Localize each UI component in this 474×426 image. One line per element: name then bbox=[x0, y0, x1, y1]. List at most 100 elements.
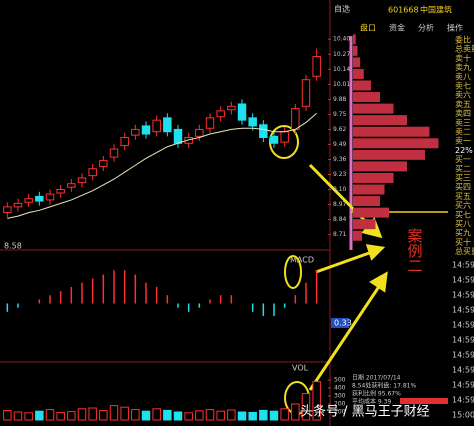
y-tick-label: 9.23 bbox=[333, 171, 347, 178]
candle-body bbox=[120, 137, 129, 147]
order-label: 买五 bbox=[455, 192, 471, 201]
candle-body bbox=[13, 202, 23, 208]
time-label: 14:59 bbox=[452, 276, 474, 285]
y-tick-label: 8.71 bbox=[333, 231, 347, 238]
y-tick-label: 300 bbox=[334, 393, 346, 400]
tab[interactable]: 操作 bbox=[447, 23, 463, 33]
chip-bar bbox=[353, 103, 394, 114]
time-label: 14:59 bbox=[452, 291, 474, 300]
candle-body bbox=[35, 195, 44, 202]
chip-bar bbox=[353, 149, 425, 160]
volume-bar bbox=[259, 409, 268, 421]
tab[interactable]: 资金 bbox=[389, 23, 405, 33]
candle-body bbox=[152, 119, 161, 133]
order-label: 买九 bbox=[455, 229, 471, 238]
candle-body bbox=[248, 117, 257, 127]
highlight-circle bbox=[284, 255, 302, 289]
volume-bar bbox=[248, 411, 257, 421]
time-label: 14:59 bbox=[452, 351, 474, 360]
candle-body bbox=[88, 168, 97, 177]
order-label: 卖十 bbox=[455, 53, 471, 63]
order-label: 买十 bbox=[455, 237, 471, 247]
ma-line bbox=[7, 112, 317, 219]
time-label: 14:59 bbox=[452, 261, 474, 270]
candle-body bbox=[67, 183, 76, 188]
candle-body bbox=[3, 206, 12, 214]
order-label: 总买量 bbox=[455, 246, 474, 256]
macd-value: 0.33 bbox=[334, 319, 352, 328]
candle-body bbox=[77, 177, 87, 184]
order-label: 卖六 bbox=[455, 90, 471, 100]
stock-code: 601668 bbox=[388, 6, 419, 15]
volume-bar bbox=[173, 411, 183, 421]
chip-info: 获利比例 95.67% bbox=[352, 390, 401, 398]
chip-bar bbox=[353, 57, 361, 68]
candle-body bbox=[280, 131, 289, 143]
chip-bar bbox=[353, 138, 439, 149]
macd-label: MACD bbox=[290, 256, 314, 265]
y-tick-label: 9.75 bbox=[333, 111, 347, 118]
order-label: 买二 bbox=[455, 164, 471, 173]
order-label: 买七 bbox=[455, 210, 471, 219]
fav-label[interactable]: 自选 bbox=[334, 4, 350, 14]
chip-info: 日期 2017/07/14 bbox=[352, 374, 401, 382]
y-tick-label: 9.36 bbox=[333, 156, 347, 163]
order-label: 委比 bbox=[455, 35, 471, 45]
chip-bar bbox=[353, 34, 356, 45]
candle-body bbox=[312, 56, 321, 77]
candle-body bbox=[184, 137, 193, 144]
volume-bar bbox=[184, 412, 193, 421]
candle-body bbox=[141, 125, 151, 135]
volume-bar bbox=[77, 408, 87, 421]
candle-body bbox=[45, 193, 55, 201]
volume-bar bbox=[13, 411, 23, 421]
profit-bar bbox=[400, 398, 448, 404]
chip-bar bbox=[353, 230, 362, 241]
tab[interactable]: 盘口 bbox=[360, 23, 376, 33]
watermark: 头条号 / 黑马王子财经 bbox=[300, 404, 430, 420]
order-label: 卖八 bbox=[455, 72, 471, 81]
candle-body bbox=[301, 79, 311, 107]
y-tick-label: 8.97 bbox=[333, 201, 347, 208]
volume-bar bbox=[269, 410, 279, 421]
volume-bar bbox=[291, 403, 300, 421]
y-tick-label: 10.40 bbox=[333, 36, 350, 43]
volume-bar bbox=[24, 412, 33, 421]
y-tick-label: 9.62 bbox=[333, 126, 347, 133]
chip-bar bbox=[353, 196, 380, 207]
y-tick-label: 9.10 bbox=[333, 186, 347, 193]
volume-bar bbox=[195, 410, 204, 421]
order-label: 卖三 bbox=[455, 118, 471, 127]
y-tick-label: 9.88 bbox=[333, 96, 347, 103]
candle-body bbox=[173, 128, 183, 144]
y-tick-label: 10.27 bbox=[333, 51, 350, 58]
value-box bbox=[331, 318, 349, 328]
volume-bar bbox=[237, 411, 247, 421]
order-label: 卖一 bbox=[455, 137, 471, 146]
order-label: 22% bbox=[455, 146, 473, 155]
order-label: 买四 bbox=[455, 183, 471, 192]
chip-bar bbox=[353, 207, 389, 218]
chip-bar bbox=[353, 219, 376, 230]
volume-bar bbox=[227, 409, 236, 421]
order-label: 卖五 bbox=[455, 100, 471, 109]
volume-bar bbox=[3, 409, 12, 421]
order-label: 卖四 bbox=[455, 109, 471, 118]
candle-body bbox=[109, 148, 119, 158]
tab[interactable]: 分析 bbox=[418, 23, 434, 33]
volume-bar bbox=[35, 410, 44, 421]
candle-body bbox=[269, 135, 279, 144]
y-tick-label: 200 bbox=[334, 401, 346, 408]
volume-bar bbox=[109, 405, 119, 421]
candle-body bbox=[195, 128, 204, 137]
volume-bar bbox=[163, 409, 172, 421]
volume-bar bbox=[131, 409, 140, 421]
chip-bar bbox=[353, 161, 407, 172]
vol-label: VOL bbox=[292, 364, 309, 373]
chip-bar bbox=[353, 172, 394, 183]
time-label: 14:59 bbox=[452, 306, 474, 315]
volume-bar bbox=[312, 381, 321, 421]
